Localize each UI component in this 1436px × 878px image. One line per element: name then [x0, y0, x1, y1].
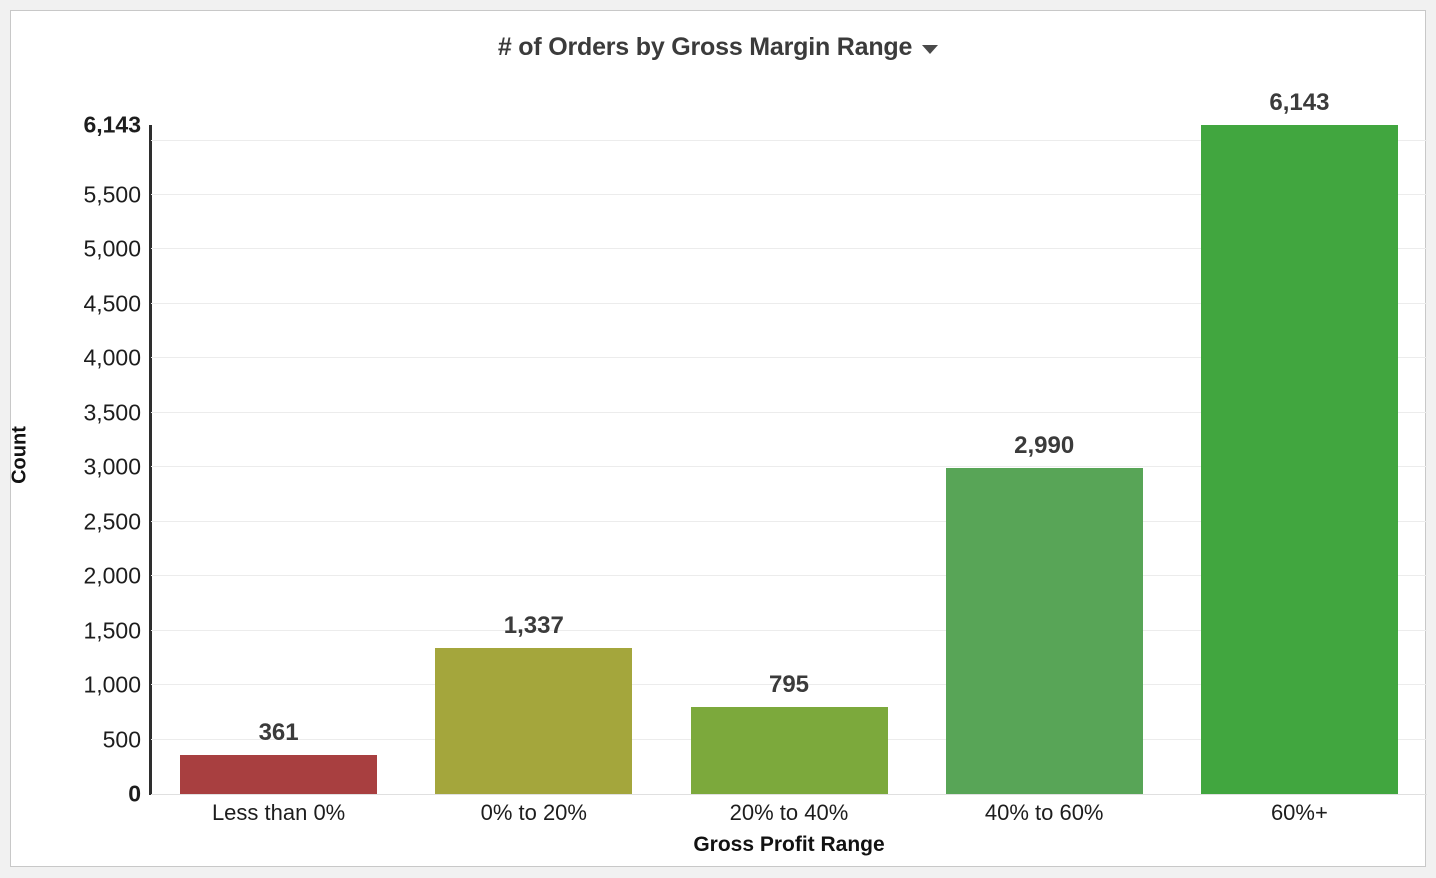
x-axis-category-label: 40% to 60%	[984, 800, 1104, 825]
bar-group[interactable]: 795	[690, 125, 888, 794]
y-axis-tick-label: 500	[102, 726, 141, 753]
bar-value-label: 2,990	[1014, 432, 1075, 460]
y-axis-line	[149, 125, 152, 795]
y-axis-tick-label: 2,000	[83, 562, 141, 589]
x-axis-category-label: 20% to 40%	[729, 800, 849, 825]
bar-group[interactable]: 2,990	[945, 125, 1143, 794]
gridline	[151, 357, 1427, 359]
bar[interactable]	[945, 468, 1143, 794]
plot-area: 361 1,337 795 2,990 6,143	[151, 89, 1427, 794]
y-axis-tick-label: 3,000	[83, 453, 141, 480]
bar-value-label: 361	[258, 718, 299, 746]
gridline	[151, 684, 1427, 686]
y-axis-tick-label: 0	[128, 780, 141, 807]
bar[interactable]	[180, 754, 378, 794]
y-axis-tick-label: 4,500	[83, 290, 141, 317]
gridline	[151, 466, 1427, 468]
x-axis-title: Gross Profit Range	[693, 833, 885, 856]
y-axis-tick-label: 2,500	[83, 508, 141, 535]
bar-value-label: 6,143	[1269, 89, 1330, 116]
x-axis-category-label: Less than 0%	[211, 800, 346, 825]
y-axis-tick-label: 1,000	[83, 671, 141, 698]
bar-group[interactable]: 361	[180, 125, 378, 794]
bar[interactable]	[690, 707, 888, 794]
y-axis-tick-label: 5,000	[83, 235, 141, 262]
bar[interactable]	[1200, 125, 1398, 794]
y-axis-title: Count	[8, 426, 31, 484]
gridline	[151, 629, 1427, 631]
y-axis-tick-label: 5,500	[83, 181, 141, 208]
chart-title-text: # of Orders by Gross Margin Range	[497, 33, 913, 61]
y-axis-tick-label: 6,143	[83, 111, 141, 138]
gridline	[151, 520, 1427, 522]
bar-value-label: 795	[768, 671, 810, 699]
y-axis-tick-label: 1,500	[83, 617, 141, 644]
gridline	[151, 194, 1427, 196]
x-axis-line	[151, 794, 1427, 795]
y-axis-tick-label: 3,500	[83, 399, 141, 426]
gridline	[151, 575, 1427, 577]
gridline	[151, 248, 1427, 250]
gridline	[151, 302, 1427, 304]
chart-title[interactable]: # of Orders by Gross Margin Range	[11, 33, 1425, 62]
bar-group[interactable]: 6,143	[1200, 89, 1398, 794]
chevron-down-icon[interactable]	[922, 44, 939, 54]
bar[interactable]	[435, 648, 633, 794]
x-axis-category-label: 60%+	[1270, 800, 1328, 825]
gridline	[151, 411, 1427, 413]
gridline	[151, 139, 1427, 141]
x-axis-category-label: 0% to 20%	[480, 800, 587, 825]
y-axis-tick-labels: 6,143 5,500 5,000 4,500 4,000 3,500 3,000 2,500…	[0, 0, 151, 878]
bar-value-label: 1,337	[503, 612, 564, 640]
y-axis-tick-label: 4,000	[83, 344, 141, 371]
bar-group[interactable]: 1,337	[435, 125, 633, 794]
